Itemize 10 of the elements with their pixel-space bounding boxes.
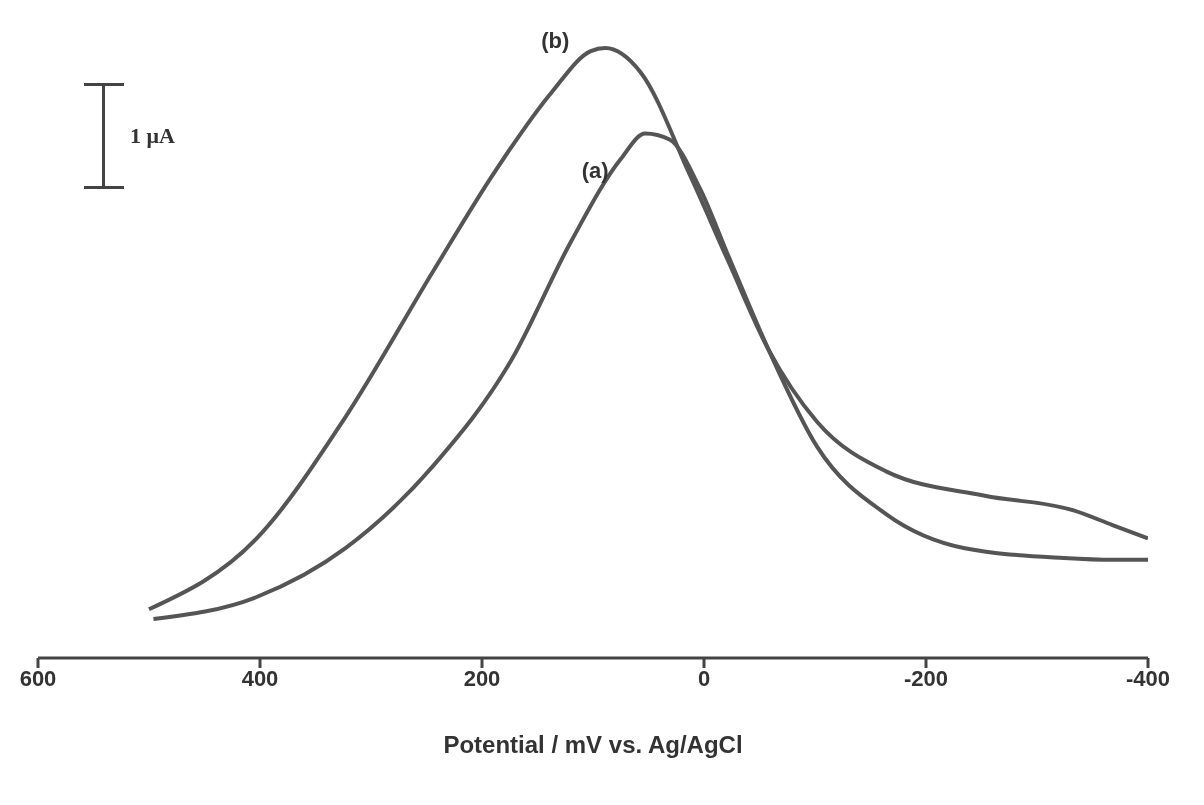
- x-tick-label: 600: [19, 665, 57, 691]
- series-label: (b): [541, 28, 570, 53]
- x-tick-label: 200: [463, 665, 501, 691]
- x-tick-label: -400: [1125, 665, 1171, 691]
- annotation: 1 μA: [130, 123, 175, 149]
- x-tick-label: 0: [697, 665, 711, 691]
- x-axis-title: Potential / mV vs. Ag/AgCl: [443, 731, 743, 758]
- series-label: (a): [581, 158, 609, 184]
- x-tick-label: 400: [241, 665, 279, 691]
- x-tick-label: -200: [903, 665, 949, 691]
